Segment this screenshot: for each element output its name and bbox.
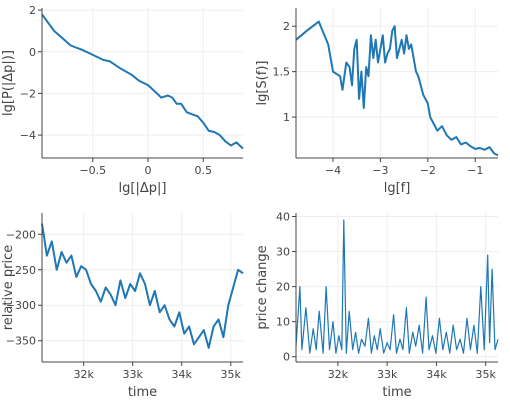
x-tick-label: −3 bbox=[372, 164, 388, 177]
y-tick-label: −250 bbox=[6, 264, 36, 277]
x-tick-label: 32k bbox=[73, 368, 94, 381]
series-line bbox=[41, 223, 244, 349]
panel-power-spectrum: −4 −3 −2 −1 1 1.5 2 lg[f] lg[S(f)] bbox=[255, 8, 499, 196]
x-tick-label: −0.5 bbox=[79, 164, 106, 177]
y-tick-label: 30 bbox=[276, 246, 290, 259]
y-tick-label: −2 bbox=[20, 87, 36, 100]
x-tick-label: 34k bbox=[426, 368, 447, 381]
x-tick-label: 34k bbox=[172, 368, 193, 381]
panel-price-change: 32k 33k 34k 35k 0 10 20 30 40 time price change bbox=[255, 211, 499, 400]
y-tick-label: 10 bbox=[276, 316, 290, 329]
y-axis-title: relative price bbox=[1, 245, 16, 331]
x-tick-label: 32k bbox=[328, 368, 349, 381]
x-tick-label: 0.5 bbox=[194, 164, 212, 177]
y-tick-label: 2 bbox=[283, 20, 290, 33]
x-axis-title: time bbox=[382, 385, 411, 400]
x-tick-label: −1 bbox=[467, 164, 483, 177]
y-tick-label: 40 bbox=[276, 211, 290, 224]
y-tick-label: 2 bbox=[29, 4, 36, 17]
x-axis-title: time bbox=[128, 385, 157, 400]
x-axis-title: lg[f] bbox=[384, 181, 411, 196]
series-line bbox=[295, 20, 499, 157]
y-tick-label: 0 bbox=[283, 351, 290, 364]
series-line bbox=[295, 219, 499, 354]
y-axis-title: lg[S(f)] bbox=[255, 61, 270, 106]
x-tick-label: 33k bbox=[377, 368, 398, 381]
y-tick-label: 1.5 bbox=[273, 66, 291, 79]
y-tick-label: 1 bbox=[283, 111, 290, 124]
x-tick-label: −2 bbox=[420, 164, 436, 177]
x-tick-label: −4 bbox=[325, 164, 341, 177]
x-tick-label: 0 bbox=[145, 164, 152, 177]
x-tick-label: 33k bbox=[123, 368, 144, 381]
y-tick-label: 0 bbox=[29, 46, 36, 59]
y-tick-label: −4 bbox=[20, 129, 36, 142]
x-tick-label: 35k bbox=[221, 368, 242, 381]
series-line bbox=[41, 13, 244, 150]
x-axis-title: lg[|Δp|] bbox=[119, 181, 167, 196]
y-tick-label: −350 bbox=[6, 335, 36, 348]
y-tick-label: −200 bbox=[6, 228, 36, 241]
y-tick-label: 20 bbox=[276, 281, 290, 294]
y-axis-title: price change bbox=[255, 245, 270, 329]
y-axis-title: lg[P(|Δp|)] bbox=[1, 50, 16, 116]
x-tick-label: 35k bbox=[475, 368, 496, 381]
panel-size-distribution: −0.5 0 0.5 −4 −2 0 2 lg[|Δp|] lg[P(|Δp|)] bbox=[1, 4, 244, 196]
panel-relative-price: 32k 33k 34k 35k −350 −300 −250 −200 time relative… bbox=[1, 213, 244, 400]
y-tick-label: −300 bbox=[6, 299, 36, 312]
